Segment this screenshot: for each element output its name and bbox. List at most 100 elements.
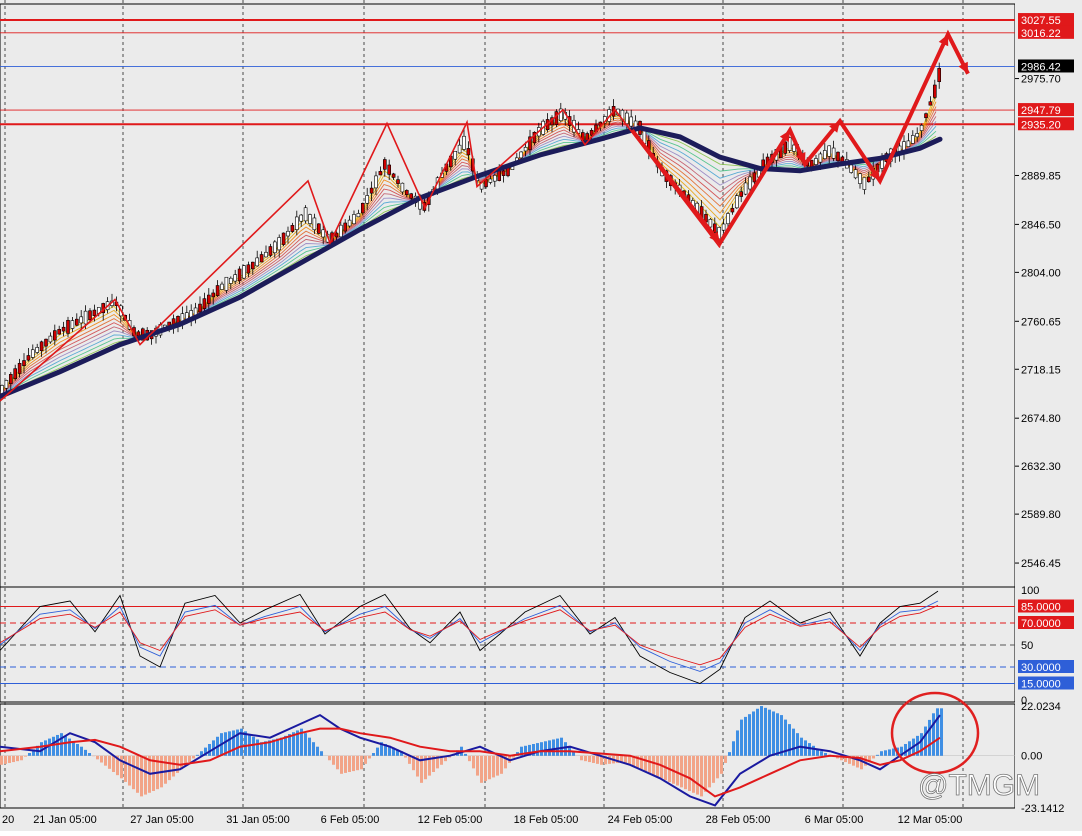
candle-body (5, 380, 8, 388)
candle-body (863, 178, 866, 190)
candle-body (93, 310, 96, 316)
candle-body (713, 224, 716, 233)
macd-histogram-bar (52, 737, 55, 756)
macd-histogram-bar (812, 746, 815, 756)
candle-body (907, 141, 910, 147)
candle-body (837, 152, 840, 161)
macd-histogram-bar (904, 744, 907, 756)
candle-body (828, 146, 831, 157)
macd-histogram-bar (748, 714, 751, 756)
candle-body (370, 188, 373, 193)
candle-body (520, 152, 523, 158)
macd-histogram-bar (64, 736, 67, 756)
candle-body (137, 332, 140, 336)
macd-histogram-bar (732, 741, 735, 755)
macd-histogram-bar (704, 756, 707, 792)
macd-histogram-bar (712, 756, 715, 783)
macd-histogram-bar (80, 747, 83, 756)
price-level-tag-label: 3016.22 (1021, 28, 1061, 40)
macd-histogram-bar (364, 756, 367, 764)
candle-body (291, 225, 294, 231)
macd-histogram-bar (368, 756, 371, 759)
candle-body (524, 147, 527, 151)
candle-body (256, 258, 259, 266)
candle-body (251, 262, 254, 269)
macd-histogram-bar (580, 756, 583, 761)
candle-body (933, 85, 936, 97)
candle-body (938, 68, 941, 81)
price-tick-label: 2846.50 (1021, 219, 1061, 231)
macd-histogram-bar (12, 756, 15, 762)
candle-body (40, 342, 43, 351)
price-tick-label: 2589.80 (1021, 509, 1061, 521)
macd-histogram-bar (340, 756, 343, 774)
candle-body (916, 133, 919, 136)
price-tick-label: 2975.70 (1021, 74, 1061, 86)
time-tick-label: 6 Feb 05:00 (321, 814, 380, 826)
macd-histogram-bar (796, 733, 799, 756)
oscillator-tick-label: 100 (1021, 585, 1039, 597)
macd-histogram-bar (500, 756, 503, 774)
candle-body (454, 151, 457, 159)
macd-histogram-bar (552, 739, 555, 755)
candle-body (221, 284, 224, 289)
candle-body (84, 311, 87, 324)
macd-histogram-bar (112, 756, 115, 772)
macd-histogram-bar (680, 756, 683, 788)
candle-body (625, 113, 628, 124)
macd-histogram-bar (536, 743, 539, 756)
macd-histogram-bar (760, 706, 763, 756)
macd-histogram-bar (648, 756, 651, 773)
candle-body (260, 254, 263, 261)
macd-histogram-bar (124, 756, 127, 782)
macd-histogram-bar (708, 756, 711, 788)
macd-histogram-bar (88, 753, 91, 756)
candle-body (410, 194, 413, 199)
macd-histogram-bar (232, 730, 235, 755)
macd-histogram-bar (764, 708, 767, 756)
macd-histogram-bar (312, 742, 315, 756)
candle-body (9, 374, 12, 383)
candle-body (722, 224, 725, 230)
macd-histogram-bar (768, 710, 771, 756)
macd-histogram-bar (172, 756, 175, 777)
candle-body (18, 363, 21, 373)
candle-body (753, 173, 756, 182)
candle-body (238, 269, 241, 281)
macd-histogram-bar (0, 756, 3, 765)
macd-histogram-bar (8, 756, 11, 763)
macd-histogram-bar (356, 756, 359, 770)
macd-histogram-bar (924, 727, 927, 756)
candle-body (832, 148, 835, 158)
macd-histogram-bar (164, 756, 167, 784)
macd-histogram-bar (56, 735, 59, 756)
candle-body (485, 180, 488, 187)
candle-body (819, 154, 822, 162)
candle-body (45, 339, 48, 346)
candle-body (502, 171, 505, 176)
macd-histogram-bar (872, 756, 875, 759)
candle-body (392, 174, 395, 178)
macd-histogram-bar (700, 756, 703, 797)
candle-body (234, 275, 237, 281)
macd-histogram-bar (76, 744, 79, 756)
candle-body (357, 213, 360, 216)
macd-histogram-bar (20, 756, 23, 761)
time-tick-label: 6 Mar 05:00 (805, 814, 864, 826)
price-level-tag-label: 2986.42 (1021, 61, 1061, 73)
candle-body (401, 183, 404, 192)
macd-histogram-bar (932, 713, 935, 755)
candle-body (823, 150, 826, 158)
macd-histogram-bar (556, 739, 559, 756)
candle-body (586, 134, 589, 141)
macd-tick-label: 22.0234 (1021, 701, 1061, 713)
macd-histogram-bar (320, 751, 323, 756)
macd-histogram-bar (16, 756, 19, 761)
candle-body (67, 320, 70, 333)
price-tick-label: 2804.00 (1021, 267, 1061, 279)
candle-body (58, 329, 61, 334)
macd-histogram-bar (252, 737, 255, 756)
candle-body (383, 160, 386, 170)
